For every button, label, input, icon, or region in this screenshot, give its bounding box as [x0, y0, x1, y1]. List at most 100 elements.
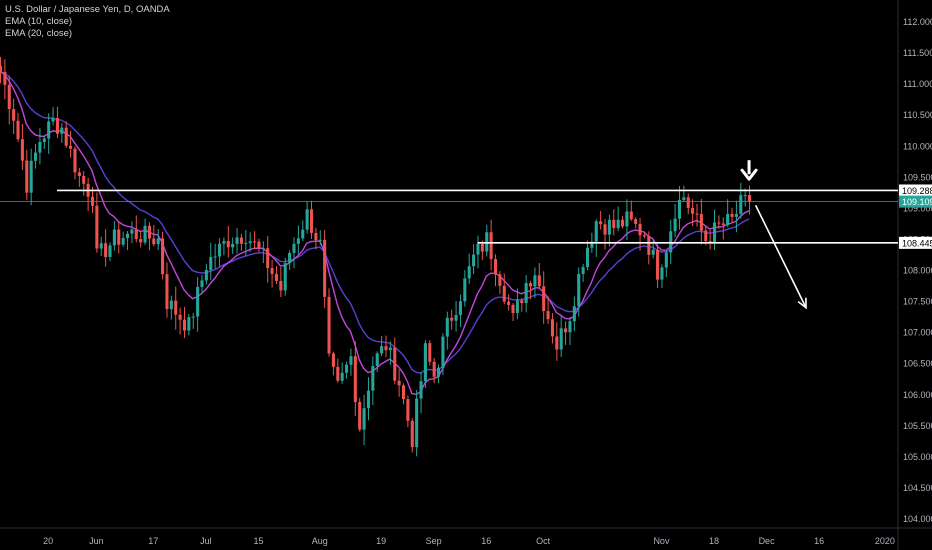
- candle-body: [695, 213, 699, 215]
- candle-body: [437, 367, 441, 377]
- candle-body: [156, 238, 160, 245]
- candle-body: [34, 152, 38, 161]
- time-tick-label: 16: [481, 536, 491, 546]
- price-tick-label: 107.500: [903, 297, 932, 307]
- price-tick-label: 112.000: [903, 17, 932, 27]
- candle-body: [261, 248, 265, 250]
- time-tick-label: Sep: [426, 536, 442, 546]
- candle-body: [336, 366, 340, 381]
- candle-body: [401, 385, 406, 400]
- candle-body: [226, 241, 230, 248]
- candle-body: [441, 336, 445, 368]
- candle-body: [187, 317, 191, 331]
- candle-body: [480, 243, 484, 252]
- time-tick-label: Jul: [200, 536, 212, 546]
- candle-body: [327, 296, 331, 354]
- candle-body: [699, 214, 703, 231]
- candle-body: [577, 274, 581, 307]
- candle-body: [564, 328, 568, 333]
- candle-body: [200, 280, 204, 287]
- candle-body: [528, 283, 533, 287]
- time-tick-label: 18: [709, 536, 719, 546]
- candle-body: [458, 301, 462, 316]
- candle-body: [29, 160, 33, 193]
- candle-body: [301, 229, 305, 239]
- candle-body: [204, 270, 208, 281]
- time-tick-label: Aug: [312, 536, 328, 546]
- candle-body: [257, 241, 261, 249]
- candle-body: [555, 336, 559, 350]
- candle-body: [642, 235, 646, 237]
- candle-body: [331, 353, 335, 367]
- candle-body: [82, 175, 86, 184]
- candle-body: [620, 219, 625, 227]
- candle-body: [559, 328, 563, 350]
- candle-body: [629, 211, 633, 220]
- legend-ema-20: EMA (20, close): [5, 28, 73, 39]
- candle-body: [463, 278, 467, 302]
- candle-body: [625, 211, 629, 227]
- candle-body: [266, 248, 270, 269]
- candle-body: [599, 221, 603, 225]
- candle-body: [656, 249, 660, 280]
- price-tick-label: 110.000: [903, 141, 932, 151]
- candle-body: [485, 232, 489, 252]
- candle-body: [585, 247, 590, 268]
- candle-body: [445, 317, 449, 337]
- candle-body: [568, 321, 572, 333]
- candle-body: [743, 195, 747, 197]
- candle-body: [721, 223, 725, 225]
- candle-body: [279, 280, 283, 291]
- candle-body: [222, 241, 226, 244]
- candle-body: [248, 241, 252, 244]
- price-level-label-bg: [899, 236, 932, 249]
- price-tick-label: 109.500: [903, 172, 932, 182]
- candle-body: [638, 223, 642, 236]
- candle-body: [677, 199, 682, 219]
- time-tick-label: Oct: [536, 536, 551, 546]
- candle-body: [419, 381, 423, 399]
- candle-body: [121, 238, 125, 245]
- candle-body: [125, 233, 130, 239]
- candle-body: [603, 224, 607, 235]
- candle-body: [147, 225, 151, 239]
- price-level-label: 108.445: [902, 238, 932, 248]
- candle-body: [47, 121, 51, 139]
- candle-body: [196, 286, 200, 317]
- time-tick-label: 15: [253, 536, 263, 546]
- candle-body: [515, 300, 519, 314]
- candle-body: [353, 356, 357, 402]
- projection-arrow-head: [797, 297, 807, 310]
- projection-arrow-line: [754, 204, 807, 309]
- price-tick-label: 107.000: [903, 328, 932, 338]
- candle-body: [660, 267, 664, 280]
- candle-body: [493, 259, 498, 275]
- candle-body: [730, 214, 734, 217]
- candle-body: [349, 356, 353, 365]
- candle-body: [498, 274, 502, 286]
- candle-body: [12, 109, 16, 121]
- candle-body: [415, 398, 419, 448]
- candle-body: [739, 195, 743, 214]
- candle-body: [274, 273, 279, 281]
- candle-body: [213, 256, 217, 258]
- candle-body: [20, 139, 24, 161]
- time-tick-label: 2020: [875, 536, 895, 546]
- legend-title: U.S. Dollar / Japanese Yen, D, OANDA: [5, 4, 170, 15]
- candle-body: [406, 399, 410, 421]
- candle-body: [634, 219, 638, 224]
- candle-body: [178, 314, 182, 320]
- time-tick-label: 20: [43, 536, 53, 546]
- candle-body: [0, 65, 3, 72]
- time-tick-label: 17: [148, 536, 158, 546]
- candle-body: [64, 127, 68, 146]
- candle-body: [73, 148, 77, 173]
- candle-body: [717, 222, 721, 224]
- price-tick-label: 108.000: [903, 266, 932, 276]
- ema-10-line: [0, 71, 750, 396]
- candle-body: [375, 353, 379, 367]
- candle-body: [358, 401, 362, 430]
- candle-body: [25, 160, 29, 193]
- candle-body: [380, 346, 384, 354]
